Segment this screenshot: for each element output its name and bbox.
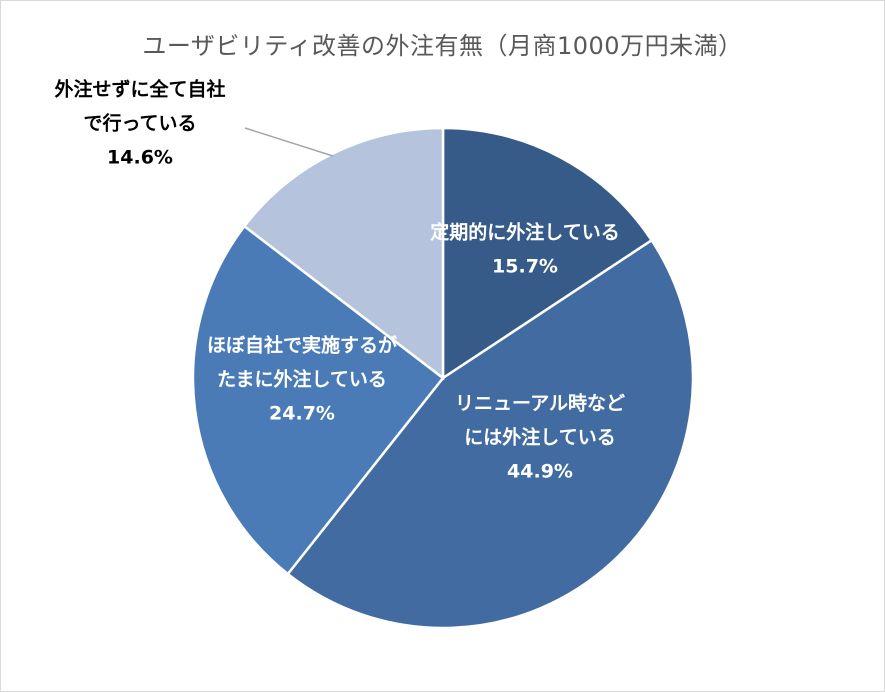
slice-label-1: 定期的に外注している 15.7% <box>430 221 619 278</box>
leader-line <box>244 127 334 157</box>
slice-category-label: たまに外注している <box>217 368 387 391</box>
pie-slice-4 <box>242 126 445 381</box>
slice-category-label: ほぼ自社で実施するが <box>207 334 397 357</box>
slice-category-label: リニューアル時など <box>455 393 625 415</box>
slice-percent-label: 15.7% <box>492 256 558 278</box>
slice-category-label: には外注している <box>464 426 615 449</box>
slice-category-label: 定期的に外注している <box>430 221 619 244</box>
chart-title: ユーザビリティ改善の外注有無（月商1000万円未満） <box>142 32 743 60</box>
pie-slice-2 <box>286 238 695 630</box>
slice-category-label: で行っている <box>83 112 196 135</box>
slice-percent-label: 24.7% <box>269 403 335 425</box>
slice-category-label: 外注せずに全て自社 <box>54 78 225 101</box>
slice-percent-label: 14.6% <box>107 147 173 169</box>
pie-slice-3 <box>191 224 445 576</box>
pie-slice-1 <box>441 126 654 381</box>
slice-percent-label: 44.9% <box>507 461 573 483</box>
